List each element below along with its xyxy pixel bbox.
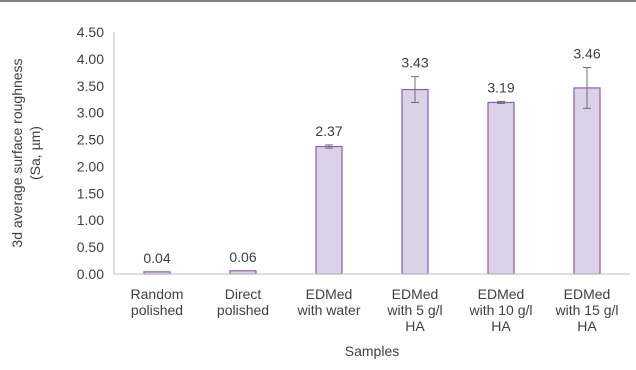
y-tick-label: 0.00 <box>77 266 104 282</box>
y-tick-label: 1.50 <box>77 185 104 201</box>
x-tick-label: with water <box>296 302 360 318</box>
data-label: 3.46 <box>573 45 600 61</box>
y-axis-title-line-2: (Sa, µm) <box>27 126 43 180</box>
data-label: 3.19 <box>487 79 514 95</box>
x-tick-label: Direct <box>225 286 262 302</box>
data-label: 3.43 <box>401 55 428 71</box>
x-tick-label: EDMed <box>392 286 439 302</box>
y-axis-title-line-1: 3d average surface roughness <box>9 58 25 247</box>
x-tick-label: with 10 g/l <box>468 302 532 318</box>
x-tick-label: with 15 g/l <box>554 302 618 318</box>
y-tick-label: 3.50 <box>77 78 104 94</box>
y-axis-ticks: 0.00 0.50 1.00 1.50 2.00 2.50 3.00 3.50 4.00 4.50 <box>77 24 104 282</box>
y-axis-title: 3d average surface roughness (Sa, µm) <box>9 58 43 247</box>
x-axis-title: Samples <box>345 343 399 359</box>
bars <box>143 87 601 275</box>
data-label: 0.06 <box>229 249 256 265</box>
x-tick-label: EDMed <box>306 286 353 302</box>
data-label: 2.37 <box>315 123 342 139</box>
x-tick-label: HA <box>491 318 511 334</box>
y-tick-label: 2.00 <box>77 158 104 174</box>
y-tick-label: 1.00 <box>77 212 104 228</box>
y-tick-label: 3.00 <box>77 105 104 121</box>
y-tick-label: 4.50 <box>77 24 104 40</box>
bar <box>573 87 601 275</box>
x-tick-label: Random <box>131 286 184 302</box>
error-bars <box>325 66 591 149</box>
x-tick-label: polished <box>217 302 269 318</box>
x-tick-label: EDMed <box>478 286 525 302</box>
bar <box>401 88 429 275</box>
x-tick-label: with 5 g/l <box>386 302 442 318</box>
y-tick-label: 4.00 <box>77 51 104 67</box>
y-tick-label: 0.50 <box>77 239 104 255</box>
axes <box>113 32 630 275</box>
data-label: 0.04 <box>143 250 170 266</box>
bar <box>487 101 515 275</box>
x-tick-label: polished <box>131 302 183 318</box>
x-tick-label: EDMed <box>564 286 611 302</box>
data-labels: 0.04 0.06 2.37 3.43 3.19 3.46 <box>143 45 600 265</box>
x-tick-label: HA <box>405 318 425 334</box>
x-tick-label: HA <box>577 318 597 334</box>
y-tick-label: 2.50 <box>77 132 104 148</box>
bar <box>315 145 343 275</box>
